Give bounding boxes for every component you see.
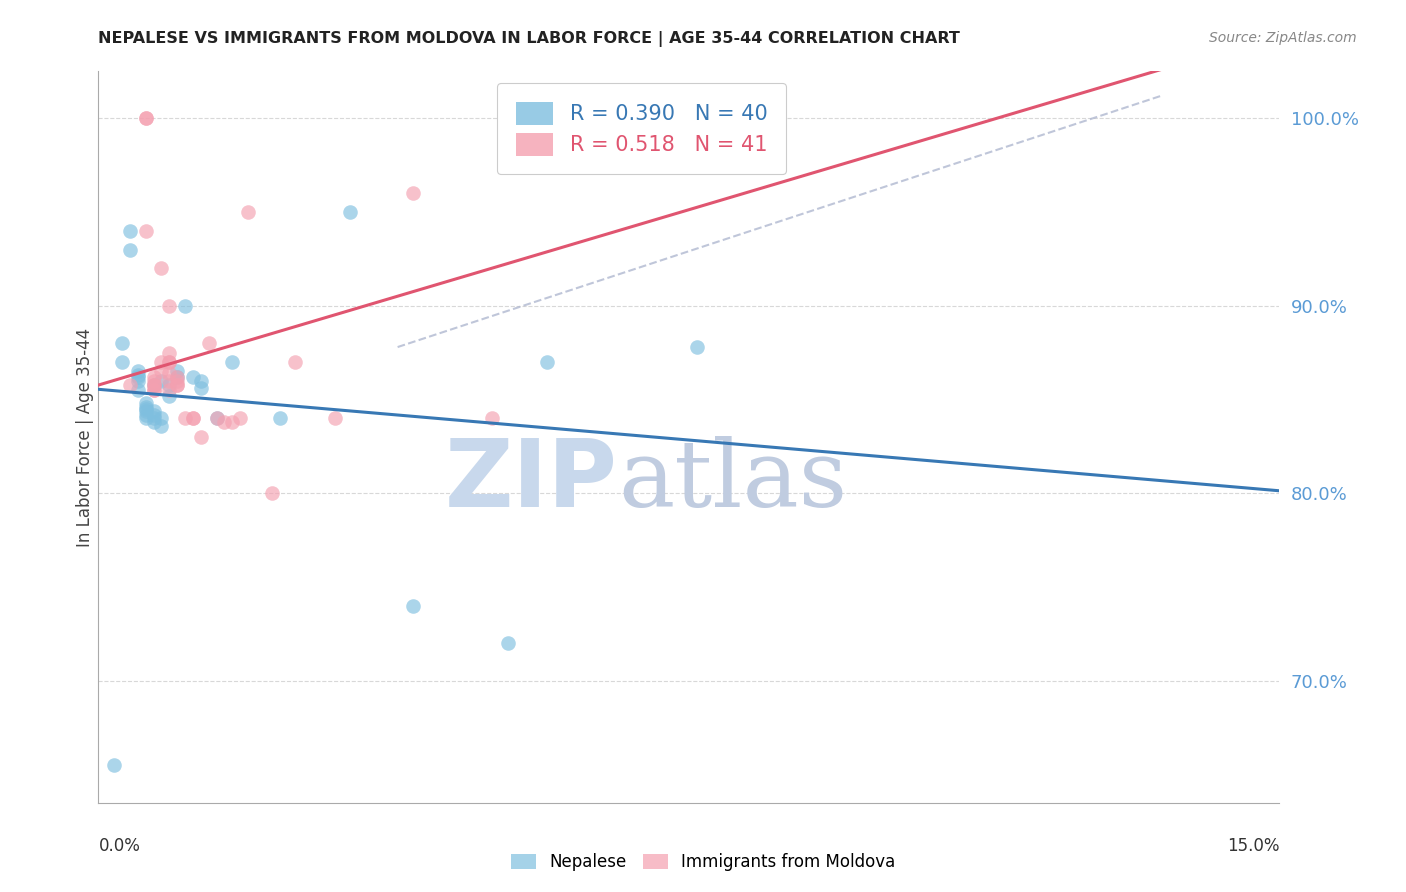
- Point: [166, 364, 188, 378]
- Point: [181, 370, 204, 384]
- Point: [142, 415, 165, 429]
- Point: [181, 411, 204, 425]
- Point: [284, 355, 307, 369]
- Point: [157, 355, 180, 369]
- Point: [127, 370, 149, 384]
- Point: [157, 345, 180, 359]
- Point: [142, 383, 165, 397]
- Point: [127, 364, 149, 378]
- Point: [135, 401, 157, 416]
- Point: [135, 411, 157, 425]
- Point: [150, 261, 173, 276]
- Text: ZIP: ZIP: [446, 435, 619, 527]
- Text: Source: ZipAtlas.com: Source: ZipAtlas.com: [1209, 31, 1357, 45]
- Point: [150, 364, 173, 378]
- Point: [481, 411, 503, 425]
- Point: [166, 370, 188, 384]
- Point: [166, 374, 188, 388]
- Legend: R = 0.390   N = 40, R = 0.518   N = 41: R = 0.390 N = 40, R = 0.518 N = 41: [496, 83, 786, 175]
- Point: [142, 404, 165, 418]
- Point: [111, 355, 134, 369]
- Point: [323, 411, 346, 425]
- Point: [135, 112, 157, 126]
- Point: [339, 205, 361, 219]
- Point: [166, 377, 188, 392]
- Point: [197, 336, 219, 351]
- Point: [190, 374, 212, 388]
- Point: [157, 374, 180, 388]
- Point: [142, 370, 165, 384]
- Point: [496, 636, 519, 650]
- Y-axis label: In Labor Force | Age 35-44: In Labor Force | Age 35-44: [76, 327, 94, 547]
- Point: [166, 377, 188, 392]
- Point: [142, 383, 165, 397]
- Point: [157, 377, 180, 392]
- Point: [150, 355, 173, 369]
- Point: [214, 415, 236, 429]
- Point: [135, 408, 157, 422]
- Point: [118, 243, 141, 257]
- Point: [135, 404, 157, 418]
- Point: [118, 377, 141, 392]
- Point: [269, 411, 291, 425]
- Point: [142, 408, 165, 422]
- Point: [190, 430, 212, 444]
- Point: [205, 411, 228, 425]
- Point: [560, 112, 582, 126]
- Point: [111, 336, 134, 351]
- Point: [166, 370, 188, 384]
- Point: [135, 400, 157, 414]
- Point: [402, 186, 425, 201]
- Point: [142, 377, 165, 392]
- Point: [686, 340, 709, 354]
- Point: [174, 411, 197, 425]
- Point: [103, 758, 125, 772]
- Point: [157, 367, 180, 381]
- Point: [236, 205, 259, 219]
- Text: 0.0%: 0.0%: [98, 837, 141, 855]
- Point: [190, 381, 212, 395]
- Point: [150, 374, 173, 388]
- Point: [157, 383, 180, 397]
- Point: [127, 374, 149, 388]
- Point: [157, 389, 180, 403]
- Point: [142, 377, 165, 392]
- Legend: Nepalese, Immigrants from Moldova: Nepalese, Immigrants from Moldova: [502, 845, 904, 880]
- Point: [536, 355, 558, 369]
- Text: NEPALESE VS IMMIGRANTS FROM MOLDOVA IN LABOR FORCE | AGE 35-44 CORRELATION CHART: NEPALESE VS IMMIGRANTS FROM MOLDOVA IN L…: [98, 31, 960, 47]
- Point: [135, 112, 157, 126]
- Point: [150, 411, 173, 425]
- Point: [127, 383, 149, 397]
- Point: [205, 411, 228, 425]
- Point: [402, 599, 425, 613]
- Point: [157, 355, 180, 369]
- Point: [229, 411, 252, 425]
- Point: [142, 411, 165, 425]
- Point: [181, 411, 204, 425]
- Point: [260, 486, 283, 500]
- Text: atlas: atlas: [619, 436, 848, 526]
- Point: [118, 224, 141, 238]
- Text: 15.0%: 15.0%: [1227, 837, 1279, 855]
- Point: [765, 112, 787, 126]
- Point: [221, 355, 243, 369]
- Point: [157, 299, 180, 313]
- Point: [135, 224, 157, 238]
- Point: [174, 299, 197, 313]
- Point: [127, 368, 149, 383]
- Point: [142, 377, 165, 392]
- Point: [135, 396, 157, 410]
- Point: [142, 374, 165, 388]
- Point: [221, 415, 243, 429]
- Point: [150, 418, 173, 433]
